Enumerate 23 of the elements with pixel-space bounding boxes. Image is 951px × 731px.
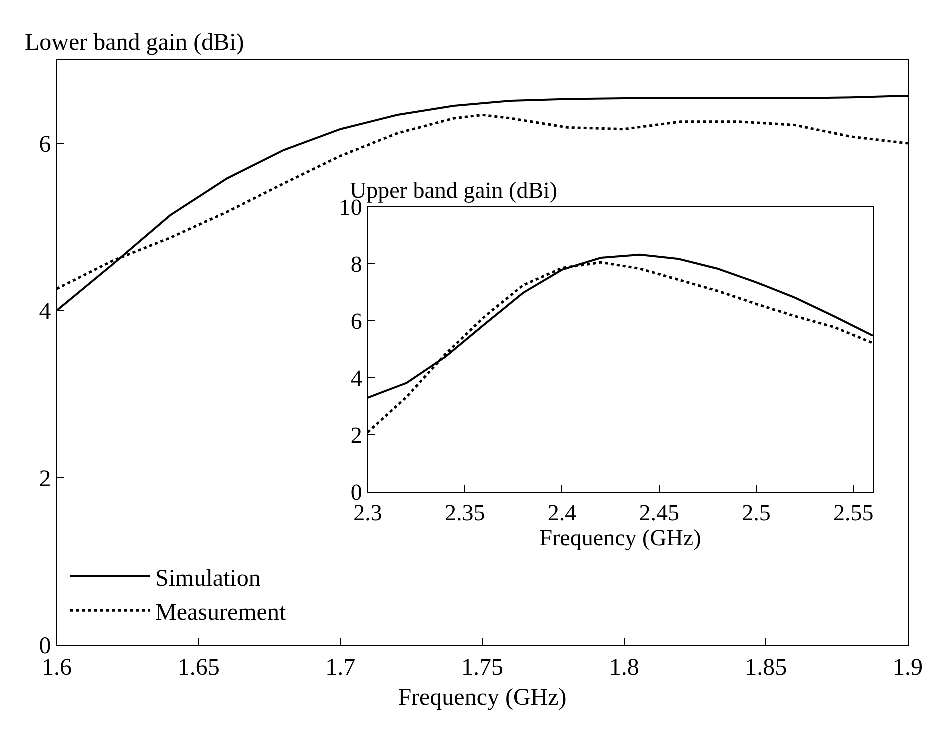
y-tick-label: 4	[39, 299, 52, 326]
y-tick-label: 6	[350, 309, 362, 334]
x-tick-label: 1.7	[326, 654, 356, 681]
y-tick-label: 4	[350, 366, 363, 392]
x-tick-label: 1.9	[893, 654, 923, 681]
x-tick-label: 2.5	[742, 500, 771, 526]
y-tick-label: 2	[350, 423, 362, 448]
x-tick-label: 1.65	[178, 654, 220, 681]
x-tick-label: 1.75	[462, 654, 504, 681]
y-axis-title: Lower band gain (dBi)	[25, 30, 244, 56]
x-tick-label: 1.8	[609, 654, 640, 681]
x-tick-label: 1.85	[745, 654, 788, 681]
legend-label: Simulation	[156, 566, 261, 592]
x-tick-label: 2.55	[833, 500, 874, 526]
y-tick-label: 8	[350, 252, 362, 278]
x-tick-label: 2.4	[548, 500, 578, 526]
y-tick-label: 6	[39, 132, 52, 158]
y-tick-label: 2	[39, 466, 52, 492]
x-axis-title: Frequency (GHz)	[540, 526, 702, 551]
x-tick-label: 2.45	[639, 500, 680, 526]
legend-label: Measurement	[156, 600, 286, 626]
x-tick-label: 2.35	[444, 500, 486, 526]
x-axis-title: Frequency (GHz)	[398, 685, 567, 712]
